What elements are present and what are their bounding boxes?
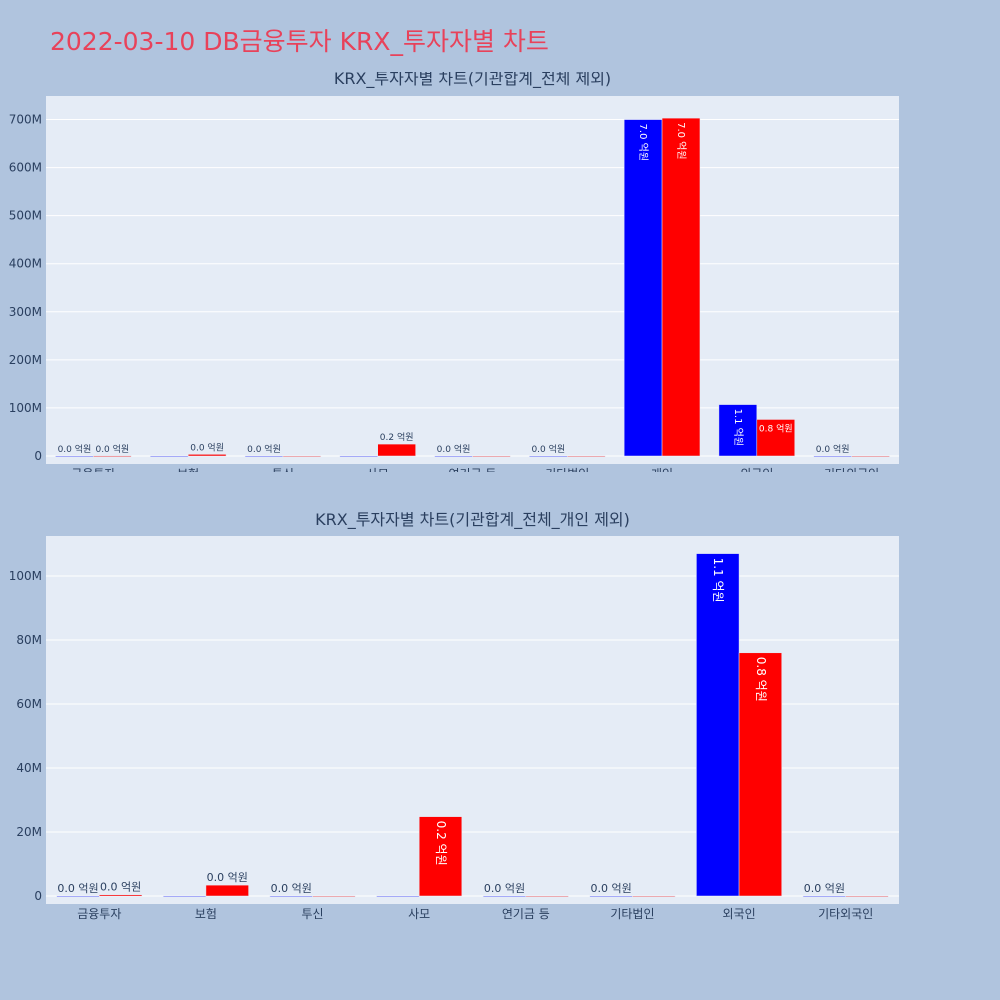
- bar-value-label: 0.8 억원: [759, 422, 793, 434]
- chart-title: KRX_투자자별 차트(기관합계_전체_개인 제외): [315, 512, 630, 530]
- bar: [56, 895, 100, 898]
- bar: [851, 455, 890, 458]
- bar-value-label: 1.1 억원: [732, 409, 744, 446]
- bar-value-label: 0.0 억원: [816, 443, 850, 455]
- x-tick-label: 보험: [195, 907, 217, 921]
- x-tick-label: 투신: [272, 467, 294, 472]
- bar-value-label: 0.0 억원: [100, 881, 141, 894]
- y-tick-label: 200M: [9, 353, 42, 367]
- bar: [269, 895, 313, 898]
- bar: [150, 455, 189, 458]
- bar-value-label: 0.0 억원: [437, 443, 471, 455]
- bar: [377, 443, 416, 457]
- bar: [93, 455, 132, 457]
- bar: [813, 455, 852, 458]
- y-tick-label: 700M: [9, 113, 42, 127]
- bar: [802, 895, 846, 898]
- x-tick-label: 기타법인: [610, 907, 654, 921]
- y-tick-label: 400M: [9, 257, 42, 271]
- y-tick-label: 600M: [9, 161, 42, 175]
- x-tick-label: 기타외국인: [818, 907, 873, 921]
- chart-title: KRX_투자자별 차트(기관합계_전체 제외): [334, 72, 611, 89]
- x-tick-label: 보험: [177, 467, 199, 472]
- bar: [482, 895, 527, 898]
- y-tick-label: 80M: [16, 633, 42, 647]
- x-tick-label: 외국인: [723, 907, 756, 921]
- bar: [567, 455, 606, 458]
- x-tick-label: 기타법인: [545, 467, 589, 472]
- y-tick-label: 300M: [9, 305, 42, 319]
- bar-value-label: 0.0 억원: [804, 882, 845, 895]
- bar: [99, 894, 143, 897]
- bar-value-label: 0.0 억원: [271, 882, 312, 895]
- plot-area: [46, 96, 899, 464]
- bar-value-label: 0.0 억원: [58, 443, 92, 455]
- x-tick-label: 외국인: [740, 467, 773, 472]
- bar-value-label: 0.0 억원: [207, 871, 248, 884]
- bar: [696, 553, 740, 897]
- bar: [623, 119, 663, 457]
- x-tick-label: 연기금 등: [502, 907, 550, 921]
- x-tick-label: 사모: [408, 907, 430, 921]
- bar-value-label: 0.0 억원: [484, 882, 525, 895]
- y-tick-label: 20M: [16, 825, 42, 839]
- bar: [529, 455, 568, 458]
- bar: [738, 652, 782, 897]
- bar: [312, 895, 356, 898]
- bar: [55, 455, 94, 458]
- x-tick-label: 사모: [367, 467, 389, 472]
- bar: [418, 816, 463, 897]
- bar: [434, 455, 473, 458]
- bar-value-label: 0.2 억원: [380, 431, 414, 443]
- x-tick-label: 개인: [651, 467, 673, 472]
- bar-value-label: 0.0 억원: [190, 441, 224, 453]
- bar: [163, 895, 207, 898]
- bar: [632, 895, 676, 898]
- x-tick-label: 금융투자: [77, 907, 121, 921]
- bar-value-label: 0.0 억원: [247, 443, 281, 455]
- bar-value-label: 0.0 억원: [95, 443, 129, 455]
- chart-excluding-institutions-and-individuals: 0 20M 40M 60M 80M 100M KRX_투자자별 차트(기관합계_전체_개인 …: [9, 512, 899, 921]
- bar: [718, 404, 758, 457]
- x-tick-label: 투신: [302, 907, 324, 921]
- bar: [661, 117, 701, 457]
- bar-value-label: 0.0 억원: [531, 443, 565, 455]
- y-tick-label: 60M: [16, 697, 42, 711]
- bar: [205, 884, 249, 897]
- page-title: 2022-03-10 DB금융투자 KRX_투자자별 차트: [50, 27, 549, 56]
- bar: [282, 455, 322, 458]
- y-tick-label: 100M: [9, 401, 42, 415]
- bar: [244, 455, 284, 458]
- bar-value-label: 0.0 억원: [590, 882, 631, 895]
- bar: [339, 455, 378, 458]
- x-tick-label: 연기금 등: [449, 467, 497, 472]
- y-tick-label: 40M: [16, 761, 42, 775]
- bar: [472, 455, 511, 458]
- x-tick-label: 기타외국인: [824, 467, 879, 472]
- bar-value-label: 0.0 억원: [57, 882, 98, 895]
- bar: [187, 454, 227, 457]
- bar: [376, 895, 420, 898]
- bar-value-label: 0.2 억원: [434, 821, 448, 866]
- bar-value-label: 0.8 억원: [754, 657, 768, 702]
- y-tick-label: 100M: [9, 569, 42, 583]
- y-tick-label: 0: [34, 889, 42, 903]
- x-tick-label: 금융투자: [71, 467, 115, 472]
- bar: [756, 419, 795, 457]
- bar-value-label: 7.0 억원: [637, 124, 649, 161]
- bar: [525, 895, 569, 898]
- chart-excluding-institutions: 0 100M 200M 300M 400M 500M 600M 700M KRX_투자자별 차트…: [9, 72, 899, 472]
- bar: [589, 895, 633, 898]
- y-tick-label: 0: [34, 449, 42, 463]
- y-tick-label: 500M: [9, 209, 42, 223]
- bar: [845, 895, 889, 898]
- bar-value-label: 1.1 억원: [711, 558, 725, 603]
- bar-value-label: 7.0 억원: [675, 122, 687, 159]
